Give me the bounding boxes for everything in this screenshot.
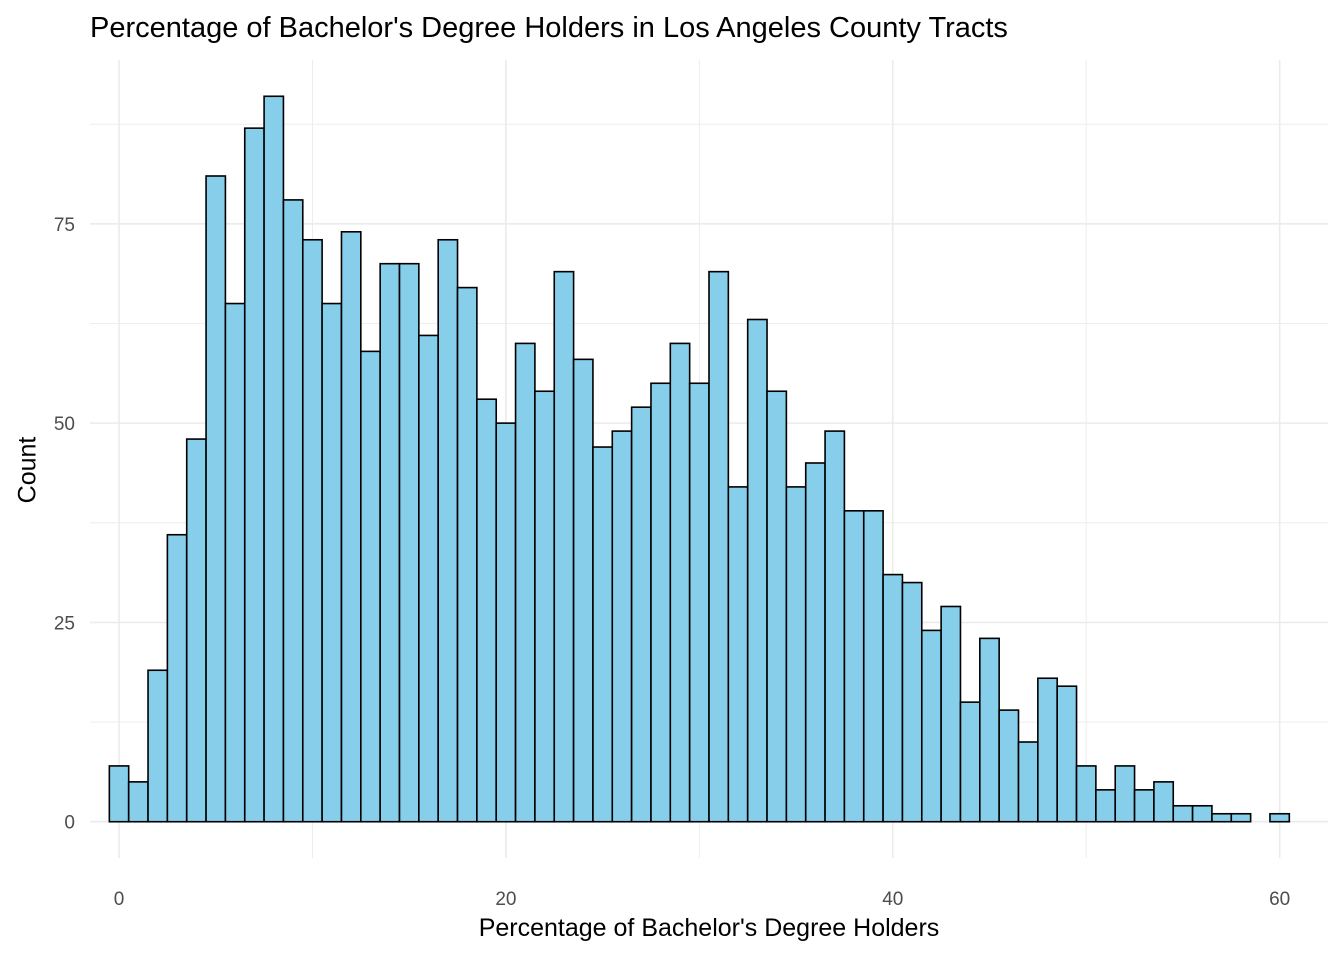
histogram-bar — [669, 342, 691, 823]
histogram-bar — [108, 765, 130, 823]
histogram-bar — [843, 510, 865, 823]
histogram-bar — [514, 342, 536, 823]
histogram-bar — [746, 318, 768, 823]
histogram-bar — [243, 127, 265, 823]
histogram-bar — [920, 629, 942, 823]
histogram-bar — [398, 262, 420, 823]
histogram-bar — [1037, 677, 1058, 823]
histogram-bar — [1172, 804, 1194, 823]
histogram-bar — [224, 302, 246, 823]
histogram-bar — [360, 350, 381, 823]
histogram-bar — [185, 438, 207, 823]
histogram-bar — [766, 390, 788, 823]
histogram-bar — [882, 573, 904, 823]
histogram-bar — [572, 358, 594, 823]
chart-title: Percentage of Bachelor's Degree Holders … — [90, 12, 1008, 44]
histogram-bar — [940, 605, 962, 823]
y-tick-label: 50 — [54, 414, 75, 435]
histogram-bar — [340, 230, 362, 823]
histogram-bar — [688, 382, 710, 823]
histogram-bar — [147, 669, 169, 823]
histogram-bar — [592, 446, 614, 823]
histogram-bar — [862, 510, 884, 823]
histogram-bar — [901, 581, 923, 823]
histogram-bar — [127, 781, 149, 823]
histogram-bar — [1114, 765, 1136, 823]
histogram-bar — [379, 262, 401, 823]
histogram-bar — [476, 398, 498, 823]
y-axis-label: Count — [13, 436, 42, 504]
histogram-bar — [534, 390, 556, 823]
histogram-bar — [166, 533, 188, 823]
histogram-bar — [553, 270, 575, 823]
histogram-bar — [1075, 765, 1097, 823]
histogram-bar — [1191, 804, 1213, 823]
histogram-bar — [1056, 685, 1078, 823]
histogram-bar — [418, 334, 439, 823]
histogram-bar — [1017, 741, 1039, 823]
histogram-bar — [650, 382, 672, 823]
histogram-bar — [282, 199, 304, 823]
histogram-bar — [495, 422, 517, 823]
histogram-bar — [959, 701, 981, 823]
y-tick-label: 75 — [54, 215, 75, 236]
histogram-bar — [824, 430, 846, 823]
histogram-bar — [321, 302, 343, 823]
x-tick-label: 0 — [114, 889, 125, 910]
x-axis-label: Percentage of Bachelor's Degree Holders — [478, 914, 940, 942]
histogram-bar — [205, 175, 227, 823]
histogram-bar — [785, 486, 807, 823]
histogram-bar — [1269, 812, 1291, 823]
histogram-bar — [611, 430, 633, 823]
histogram-bar — [708, 270, 730, 823]
histogram-bar — [630, 406, 652, 823]
histogram-bar — [456, 286, 478, 823]
y-tick-label: 25 — [54, 613, 75, 634]
histogram-bar — [263, 95, 285, 823]
axis-tick-labels: 0 20 40 60 0 25 50 75 — [54, 215, 1290, 910]
histogram-bar — [804, 462, 826, 823]
x-tick-label: 20 — [495, 889, 516, 910]
histogram-bar — [1153, 781, 1175, 823]
histogram-bar — [979, 637, 1000, 823]
histogram-bar — [727, 486, 749, 823]
histogram-bar — [1133, 789, 1155, 823]
histogram-bar — [1095, 789, 1117, 823]
y-tick-label: 0 — [64, 813, 75, 834]
histogram-bar — [301, 238, 323, 823]
histogram-bar — [998, 709, 1020, 823]
histogram-bar — [1230, 812, 1252, 823]
histogram-bar — [437, 238, 459, 823]
x-tick-label: 40 — [882, 889, 903, 910]
histogram-bars — [108, 95, 1291, 823]
x-tick-label: 60 — [1269, 889, 1290, 910]
histogram-bar — [1211, 812, 1233, 823]
